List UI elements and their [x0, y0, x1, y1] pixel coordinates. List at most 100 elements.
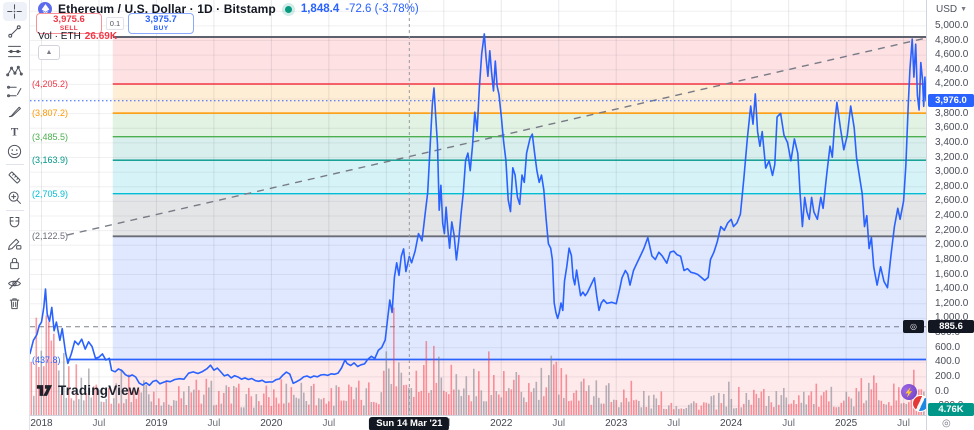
hide-drawings-icon [8, 277, 21, 290]
market-open-dot-icon [284, 5, 292, 13]
sell-price: 3,975.6 [53, 14, 85, 25]
fib-level-lines[interactable] [67, 36, 926, 361]
time-tick-label: 2025 [834, 418, 858, 429]
toolbar-divider [5, 164, 24, 165]
current-price-label: 3,976.0 [928, 94, 974, 108]
time-axis[interactable]: 2018Jul2019Jul2020Jul2021Jul2022Jul2023J… [30, 415, 926, 430]
fib-level-label: (2,122.5) [32, 231, 69, 242]
symbol-title[interactable]: Ethereum / U.S. Dollar · 1D · Bitstamp [58, 2, 276, 16]
tradingview-watermark: TradingView [36, 383, 139, 398]
text-tool[interactable]: T [3, 122, 27, 141]
zoom-in-icon [8, 191, 21, 204]
projection-tool[interactable] [3, 82, 27, 101]
xabcd-pattern-tool[interactable] [3, 62, 27, 81]
price-tick-label: 400.0 [935, 356, 961, 368]
price-axis[interactable]: USD ▼ 885.6 ◎ 3,976.0 4.76K ◎ 5,000.0 4,8… [903, 0, 974, 430]
sell-label: SELL [59, 24, 79, 32]
price-tick-label: 1,200.0 [935, 297, 969, 309]
watermark-text: TradingView [58, 383, 140, 398]
price-tick-label: 2,200.0 [935, 224, 969, 236]
volume-indicator-value: 26.69K [84, 31, 118, 42]
volume-axis-label: 4.76K [928, 403, 974, 416]
price-tick-label: 200.0 [935, 370, 961, 382]
lock-icon [10, 257, 19, 270]
zoom-in-tool[interactable] [3, 188, 27, 207]
volume-indicator-row: Vol · ETH 26.69K [38, 31, 117, 42]
ruler-tool[interactable] [3, 168, 27, 187]
fib-level-label: (3,485.5) [32, 131, 69, 142]
emoji-tool[interactable] [3, 142, 27, 161]
buy-button[interactable]: 3,975.7 BUY [128, 13, 194, 34]
price-tick-label: 1,600.0 [935, 268, 969, 280]
price-tick-label: 4,800.0 [935, 34, 969, 46]
price-tick-label: 4,400.0 [935, 63, 969, 75]
fib-bands [112, 37, 926, 415]
time-tick-label: 2022 [490, 418, 513, 429]
time-tick-label: Jul [782, 418, 796, 429]
price-tick-label: 2,000.0 [935, 239, 969, 251]
chevron-up-icon: ▲ [45, 49, 53, 56]
price-tick-label: 3,600.0 [935, 122, 969, 134]
order-panel: 3,975.6 SELL 0.1 3,975.7 BUY [36, 13, 194, 34]
fib-level-label: (3,163.9) [32, 155, 69, 166]
currency-selector[interactable]: USD ▼ [936, 4, 967, 15]
fib-retracement-tool[interactable] [3, 42, 27, 61]
toolbar-divider [5, 210, 24, 211]
emoji-icon [7, 144, 22, 159]
time-tick-label: Jul [207, 418, 221, 429]
time-tick-label: Jul [92, 418, 106, 429]
time-tick-label: 2023 [605, 418, 628, 429]
ruler-icon [8, 171, 21, 184]
symbol-header: Ethereum / U.S. Dollar · 1D · Bitstamp 1… [38, 2, 419, 16]
price-tick-label: 0.0 [935, 385, 949, 397]
chevron-down-icon: ▼ [960, 6, 968, 13]
fib-level-label: (3,807.2) [32, 108, 69, 119]
fib-level-label: (4,205.2) [32, 79, 69, 89]
crosshair-tool[interactable] [2, 2, 27, 21]
time-tick-label: 2020 [260, 418, 283, 429]
price-tick-label: 1,000.0 [935, 312, 969, 324]
time-tick-label: 2018 [30, 418, 53, 429]
price-tick-label: 1,800.0 [935, 253, 969, 265]
pane-collapse-button[interactable]: ▲ [38, 45, 60, 60]
last-price: 1,848.4 [300, 3, 340, 15]
fib-level-label: (2,705.9) [32, 188, 69, 199]
fib-retracement-icon [8, 45, 21, 58]
volume-indicator-label[interactable]: Vol · ETH [38, 31, 81, 42]
drawing-toolbar: T [0, 0, 30, 430]
price-tick-label: 2,600.0 [935, 195, 969, 207]
price-tick-label: 5,000.0 [935, 19, 969, 31]
magnet-icon [9, 217, 20, 228]
brush-icon [8, 106, 21, 118]
drawing-lock-tool[interactable] [3, 234, 27, 253]
price-tick-label: 3,000.0 [935, 166, 969, 178]
ethereum-icon [38, 2, 52, 16]
xabcd-pattern-icon [6, 65, 23, 77]
time-tick-label: Jul [897, 418, 910, 429]
spread-value: 0.1 [106, 17, 124, 30]
time-tick-label: 2019 [145, 418, 168, 429]
drawing-lock-icon [8, 238, 22, 250]
hidden-level-price-label: 885.6 [928, 320, 974, 334]
price-tick-label: 3,400.0 [935, 136, 969, 148]
trash-tool[interactable] [3, 294, 27, 313]
magnet-tool[interactable] [3, 214, 27, 233]
brush-tool[interactable] [3, 102, 27, 121]
price-tick-label: 600.0 [935, 341, 961, 353]
trendline-tool[interactable] [3, 22, 27, 41]
axis-settings-icon[interactable]: ◎ [942, 418, 951, 429]
price-tick-label: 3,200.0 [935, 151, 969, 163]
sell-button[interactable]: 3,975.6 SELL [36, 13, 102, 34]
trendline[interactable] [66, 37, 927, 236]
svg-text:T: T [11, 126, 19, 138]
time-tick-label: 2024 [720, 418, 743, 429]
time-tick-label: Jul [322, 418, 336, 429]
hide-drawings-tool[interactable] [3, 274, 27, 293]
price-tick-label: 1,400.0 [935, 283, 969, 295]
fib-level-label: (437.8) [32, 354, 61, 365]
lock-tool[interactable] [3, 254, 27, 273]
time-tick-label: Jul [552, 418, 566, 429]
eye-icon[interactable]: ◎ [903, 320, 924, 334]
